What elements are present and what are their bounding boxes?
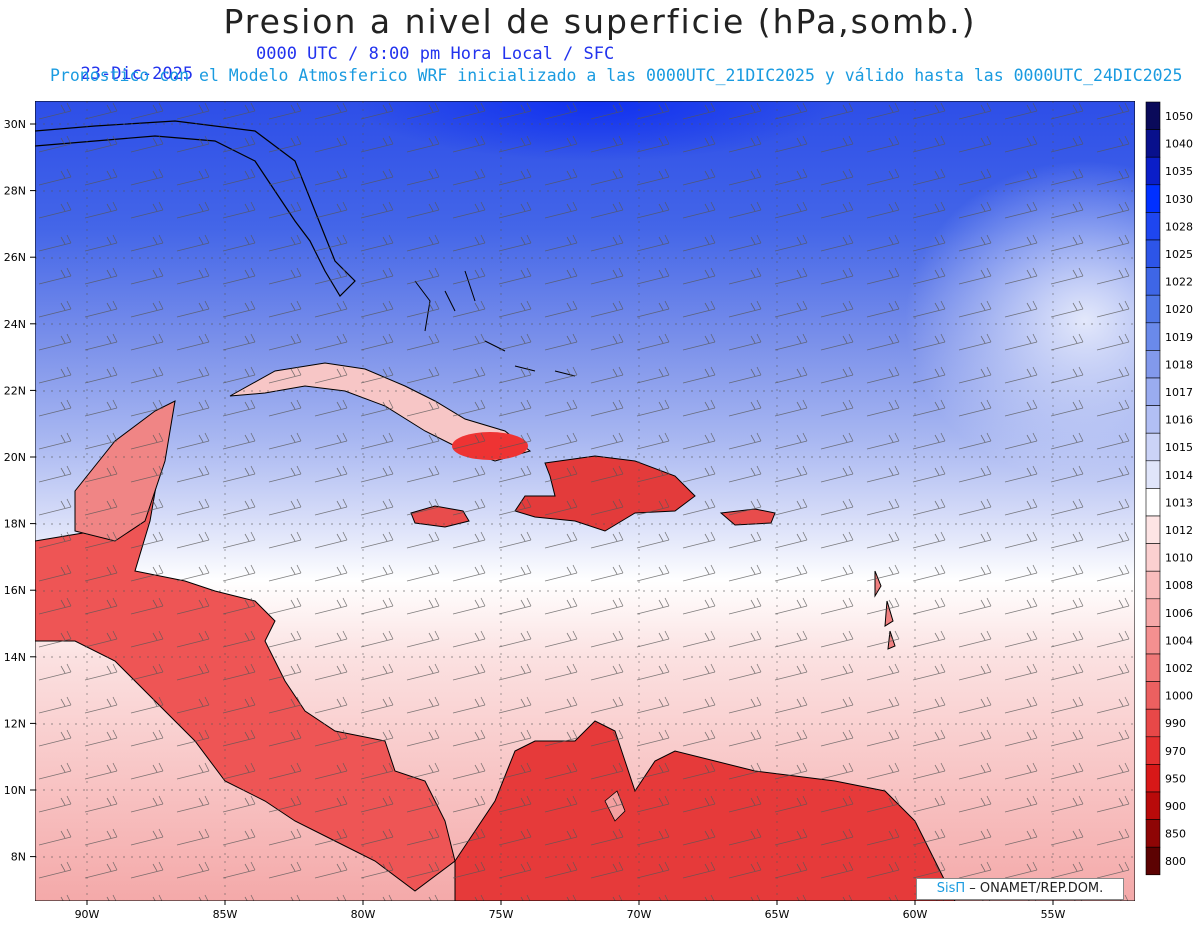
sispi-logo: SisΠ	[936, 881, 966, 896]
colorbar-label: 1017	[1165, 386, 1193, 399]
colorbar-label: 1002	[1165, 662, 1193, 675]
latitude-label: 8N	[11, 851, 26, 864]
longitude-label: 70W	[627, 908, 652, 921]
colorbar-swatch	[1145, 708, 1161, 738]
colorbar-swatch	[1145, 350, 1161, 379]
colorbar-swatch	[1145, 239, 1161, 268]
colorbar-swatch	[1145, 212, 1161, 241]
longitude-label: 75W	[489, 908, 514, 921]
colorbar-swatch	[1145, 322, 1161, 351]
colorbar-swatch	[1145, 736, 1161, 765]
credit-text: – ONAMET/REP.DOM.	[969, 881, 1104, 896]
latitude-label: 30N	[4, 118, 26, 131]
colorbar-label: 1030	[1165, 193, 1193, 206]
longitude-label: 90W	[75, 908, 100, 921]
longitude-label: 60W	[903, 908, 928, 921]
colorbar-label: 900	[1165, 800, 1186, 813]
colorbar-swatch	[1145, 184, 1161, 213]
colorbar-swatch	[1145, 543, 1161, 572]
latitude-label: 28N	[4, 185, 26, 198]
longitude-label: 80W	[351, 908, 376, 921]
colorbar-swatch	[1145, 653, 1161, 682]
colorbar-label: 1020	[1165, 303, 1193, 316]
colorbar-swatch	[1145, 598, 1161, 627]
model-description: Pronostico con el Modelo Atmosferico WRF…	[50, 66, 1183, 85]
colorbar-label: 1015	[1165, 441, 1193, 454]
colorbar-swatch	[1145, 819, 1161, 848]
graticule	[35, 101, 1135, 901]
longitude-axis: 90W 85W 80W 75W 70W 65W 60W 55W	[75, 900, 1066, 921]
latitude-label: 24N	[4, 318, 26, 331]
colorbar-swatch	[1145, 432, 1161, 462]
colorbar-swatch	[1145, 129, 1161, 158]
colorbar-swatch	[1145, 377, 1161, 406]
longitude-label: 55W	[1041, 908, 1066, 921]
colorbar-swatch	[1145, 488, 1161, 517]
colorbar-swatch	[1145, 846, 1161, 876]
colorbar-swatch	[1145, 626, 1161, 655]
colorbar-label: 1006	[1165, 607, 1193, 620]
colorbar-label: 1035	[1165, 165, 1193, 178]
colorbar-label: 800	[1165, 855, 1186, 868]
colorbar-label: 1018	[1165, 358, 1193, 371]
colorbar-label: 1010	[1165, 552, 1193, 565]
longitude-label: 85W	[213, 908, 238, 921]
colorbar-label: 1013	[1165, 496, 1193, 509]
map-title: Presion a nivel de superficie (hPa,somb.…	[223, 2, 977, 41]
colorbar-label: 1050	[1165, 110, 1193, 123]
colorbar-label: 970	[1165, 745, 1186, 758]
forecast-time: 0000 UTC / 8:00 pm Hora Local / SFC	[256, 44, 615, 64]
latitude-label: 26N	[4, 251, 26, 264]
colorbar-swatch	[1145, 515, 1161, 544]
colorbar-swatch	[1145, 156, 1161, 186]
colorbar-swatch	[1145, 460, 1161, 489]
latitude-label: 14N	[4, 651, 26, 664]
colorbar-label: 1040	[1165, 138, 1193, 151]
colorbar-label: 950	[1165, 772, 1186, 785]
colorbar-label: 1000	[1165, 690, 1193, 703]
longitude-label: 65W	[765, 908, 790, 921]
colorbar-label: 1016	[1165, 414, 1193, 427]
latitude-label: 16N	[4, 584, 26, 597]
colorbar-swatch	[1145, 681, 1161, 710]
latitude-label: 10N	[4, 784, 26, 797]
pressure-colorbar: 1050 1040 1035 1030 1028 1025 1022 1020 1019 1018…	[1145, 101, 1193, 876]
latitude-axis: 30N 28N 26N 24N 22N 20N 18N 16N 14N 12N 10N 8N	[4, 118, 36, 864]
colorbar-label: 1012	[1165, 524, 1193, 537]
colorbar-label: 850	[1165, 828, 1186, 841]
credit-box: SisΠ – ONAMET/REP.DOM.	[916, 878, 1124, 900]
colorbar-swatch	[1145, 267, 1161, 296]
colorbar-label: 1019	[1165, 331, 1193, 344]
colorbar-swatch	[1145, 791, 1161, 820]
colorbar-label: 1014	[1165, 469, 1193, 482]
forecast-date: 23-Dic-2025	[80, 64, 194, 84]
latitude-label: 22N	[4, 384, 26, 397]
wind-barbs	[35, 101, 1135, 901]
colorbar-swatch	[1145, 294, 1161, 324]
colorbar-label: 1022	[1165, 276, 1193, 289]
latitude-label: 20N	[4, 451, 26, 464]
latitude-label: 12N	[4, 717, 26, 730]
colorbar-label: 990	[1165, 717, 1186, 730]
colorbar-swatch	[1145, 101, 1161, 130]
colorbar-label: 1025	[1165, 248, 1193, 261]
colorbar-swatch	[1145, 405, 1161, 434]
colorbar-label: 1028	[1165, 220, 1193, 233]
colorbar-swatch	[1145, 570, 1161, 600]
colorbar-swatch	[1145, 764, 1161, 793]
colorbar-label: 1008	[1165, 579, 1193, 592]
pressure-map	[35, 101, 1135, 901]
colorbar-label: 1004	[1165, 634, 1193, 647]
valid-time-line: 23-Dic-2025 0000 UTC / 8:00 pm Hora Loca…	[60, 44, 614, 104]
latitude-label: 18N	[4, 518, 26, 531]
